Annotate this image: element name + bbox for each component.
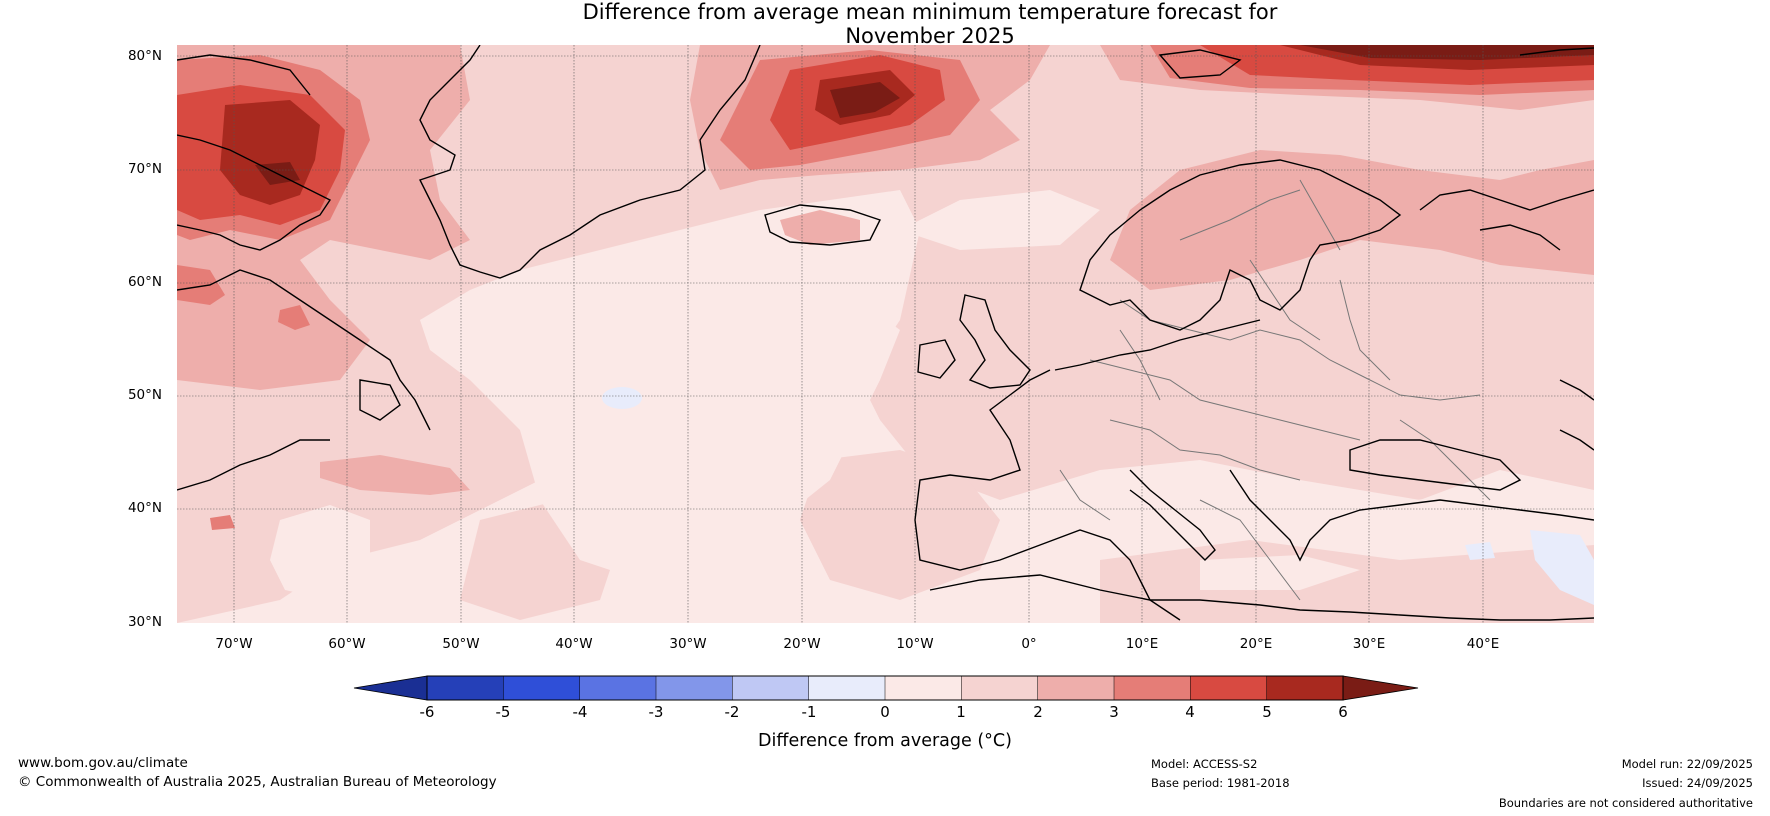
lat-label-50N: 50°N (127, 387, 162, 403)
colorbar-tick-label: -4 (572, 703, 588, 721)
base-period-info: Base period: 1981-2018 (1151, 776, 1290, 790)
copyright-text: © Commonwealth of Australia 2025, Austra… (18, 774, 497, 790)
map-plot (177, 45, 1594, 623)
colorbar-box (961, 675, 1039, 701)
lon-label-10W: 10°W (896, 636, 934, 652)
lon-label-30W: 30°W (669, 636, 707, 652)
coastlines (177, 45, 1594, 621)
colorbar-tick-label: 5 (1262, 703, 1272, 721)
lon-label-70W: 70°W (215, 636, 253, 652)
title-line-2: November 2025 (845, 24, 1015, 48)
colorbar-tick-label: -6 (419, 703, 435, 721)
lon-label-50W: 50°W (442, 636, 480, 652)
title-line-1: Difference from average mean minimum tem… (582, 0, 1278, 24)
anomaly-negative-pockets (602, 387, 1594, 605)
colorbar-box (503, 675, 581, 701)
lon-label-20E: 20°E (1239, 636, 1273, 652)
lon-label-40E: 40°E (1466, 636, 1500, 652)
colorbar-box (426, 675, 505, 701)
colorbar-box (579, 675, 657, 701)
colorbar-box (732, 675, 810, 701)
colorbar-tick-label: 1 (956, 703, 966, 721)
lon-label-30E: 30°E (1352, 636, 1386, 652)
lat-label-60N: 60°N (127, 274, 162, 290)
colorbar-tick-label: -1 (801, 703, 817, 721)
colorbar-tick-label: 6 (1338, 703, 1348, 721)
lon-label-40W: 40°W (555, 636, 593, 652)
lat-label-80N: 80°N (127, 48, 162, 64)
colorbar-tick-label: 0 (880, 703, 890, 721)
lat-label-30N: 30°N (127, 614, 162, 630)
colorbar (353, 675, 1419, 701)
colorbar-box (1190, 675, 1268, 701)
chart-title: Difference from average mean minimum tem… (0, 0, 1770, 48)
graticule (177, 45, 1594, 623)
lat-label-40N: 40°N (127, 500, 162, 516)
colorbar-box (884, 675, 963, 701)
lon-label-20W: 20°W (783, 636, 821, 652)
colorbar-tick-label: 2 (1033, 703, 1043, 721)
lon-label-10E: 10°E (1125, 636, 1159, 652)
lon-label-60W: 60°W (328, 636, 366, 652)
colorbar-tick-label: -5 (495, 703, 511, 721)
colorbar-box (1266, 675, 1344, 701)
colorbar-boxes (426, 675, 1344, 701)
colorbar-tick-label: -3 (648, 703, 664, 721)
colorbar-tick-label: 3 (1109, 703, 1119, 721)
model-info: Model: ACCESS-S2 (1151, 757, 1258, 771)
country-boundaries (1059, 179, 1491, 601)
colorbar-box (655, 675, 734, 701)
colorbar-min-extension (353, 675, 428, 701)
colorbar-tick-label: -2 (724, 703, 740, 721)
model-run-info: Model run: 22/09/2025 (1621, 757, 1753, 771)
colorbar-max-extension (1342, 675, 1419, 701)
website-link[interactable]: www.bom.gov.au/climate (18, 755, 188, 771)
disclaimer-text: Boundaries are not considered authoritat… (1498, 796, 1753, 810)
colorbar-box (1113, 675, 1192, 701)
lon-label-0: 0° (1021, 636, 1037, 652)
colorbar-frame (426, 675, 1344, 701)
lat-label-70N: 70°N (127, 161, 162, 177)
colorbar-box (808, 675, 886, 701)
colorbar-tick-label: 4 (1185, 703, 1195, 721)
issued-info: Issued: 24/09/2025 (1642, 776, 1753, 790)
colorbar-box (1037, 675, 1115, 701)
colorbar-label: Difference from average (°C) (758, 731, 1012, 751)
